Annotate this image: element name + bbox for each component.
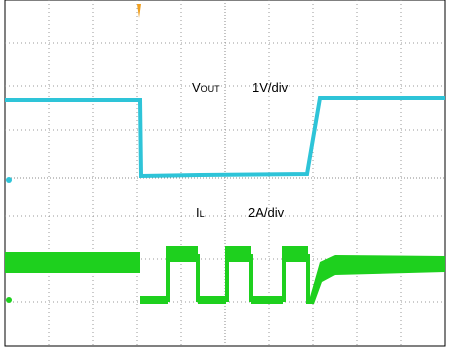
il-trace <box>5 246 445 304</box>
il-label: IL <box>196 205 205 220</box>
vout-ground-marker <box>6 177 12 183</box>
vout-label-main: V <box>192 80 201 95</box>
trigger-marker <box>137 4 141 18</box>
il-label-main: I <box>196 205 200 220</box>
il-ground-marker <box>6 297 12 303</box>
vout-trace <box>5 96 445 179</box>
vout-label: VOUT <box>192 80 220 95</box>
il-label-sub: L <box>200 209 205 219</box>
il-scale: 2A/div <box>248 205 285 220</box>
vout-scale: 1V/div <box>252 80 289 95</box>
vout-label-sub: OUT <box>201 84 221 94</box>
